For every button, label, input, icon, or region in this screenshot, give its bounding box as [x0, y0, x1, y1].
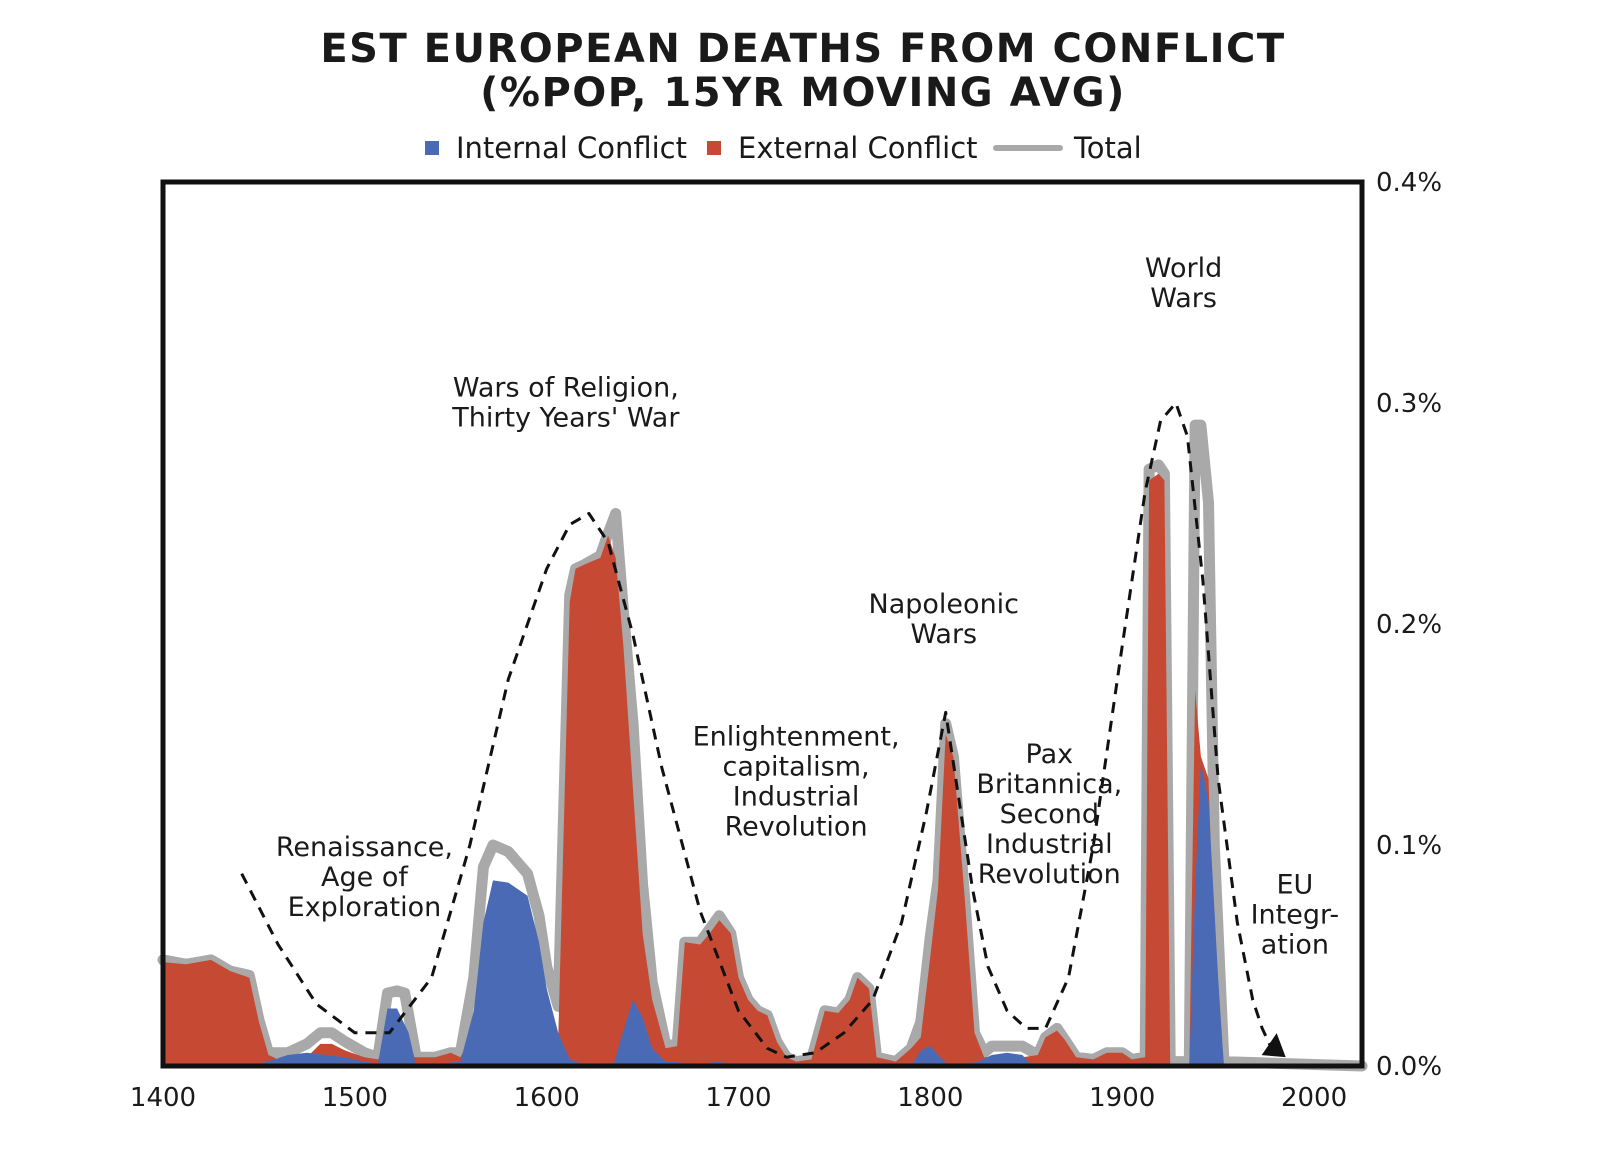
y-tick-label-0: 0.0%	[1376, 1052, 1442, 1082]
annotation-7-line-1: EU	[1276, 870, 1313, 901]
annotation-4-line-1: Napoleonic	[869, 589, 1020, 620]
x-tick-label-1500: 1500	[322, 1083, 388, 1113]
annotation-3-line-1: Enlightenment,	[693, 722, 900, 753]
annotation-5-line-4: Industrial	[986, 829, 1113, 860]
chart-legend: Internal Conflict External Conflict Total	[425, 131, 1142, 165]
x-tick-label-2000: 2000	[1281, 1083, 1347, 1113]
annotation-5-line-5: Revolution	[978, 859, 1121, 890]
y-tick-label-4: 0.4%	[1376, 168, 1442, 198]
annotation-1-line-1: Renaissance,	[276, 832, 453, 863]
annotation-1-line-3: Exploration	[288, 892, 442, 923]
annotation-3: Enlightenment,capitalism,IndustrialRevol…	[693, 722, 900, 843]
annotation-2-line-2: Thirty Years' War	[451, 402, 680, 433]
x-tick-label-1700: 1700	[705, 1083, 771, 1113]
y-tick-label-2: 0.2%	[1376, 610, 1442, 640]
annotation-7-line-3: ation	[1261, 930, 1329, 961]
x-tick-label-1400: 1400	[130, 1083, 196, 1113]
chart-title-line-1: EST EUROPEAN DEATHS FROM CONFLICT	[320, 26, 1285, 72]
annotation-4-line-2: Wars	[910, 619, 977, 650]
plot-area	[157, 401, 1368, 1072]
annotation-5-line-1: Pax	[1026, 739, 1074, 770]
x-tick-label-1900: 1900	[1089, 1083, 1155, 1113]
annotation-5-line-2: Britannica,	[976, 769, 1122, 800]
annotation-1-line-2: Age of	[321, 862, 409, 893]
plot-frame	[160, 179, 1365, 1069]
legend-marker-external-conflict	[707, 141, 721, 155]
y-tick-label-1: 0.1%	[1376, 831, 1442, 861]
annotation-6-line-1: World	[1145, 253, 1222, 284]
legend-label-total: Total	[1073, 131, 1142, 165]
annotation-5-line-3: Second	[1000, 799, 1099, 830]
annotation-3-line-3: Industrial	[733, 782, 860, 813]
annotation-3-line-2: capitalism,	[723, 752, 870, 783]
annotation-6-line-2: Wars	[1150, 283, 1217, 314]
trend-arrow-head	[1261, 1033, 1286, 1058]
annotation-2-line-1: Wars of Religion,	[453, 372, 679, 403]
chart-title-line-2: (%POP, 15YR MOVING AVG)	[480, 70, 1126, 116]
legend-label-internal-conflict: Internal Conflict	[456, 131, 687, 165]
chart-title: EST EUROPEAN DEATHS FROM CONFLICT(%POP, …	[320, 26, 1285, 116]
trend-curve-dashed	[240, 401, 1278, 1059]
legend-label-external-conflict: External Conflict	[738, 131, 978, 165]
annotation-3-line-4: Revolution	[725, 812, 868, 843]
annotation-2: Wars of Religion,Thirty Years' War	[451, 372, 680, 433]
annotation-7-line-2: Integr-	[1251, 900, 1340, 931]
axes: 1400 1500 1600 1700 1800 1900 2000 0.0% 0.1% 0.2%…	[130, 168, 1442, 1113]
x-tick-label-1600: 1600	[514, 1083, 580, 1113]
x-tick-label-1800: 1800	[897, 1083, 963, 1113]
y-tick-label-3: 0.3%	[1376, 389, 1442, 419]
legend-marker-internal-conflict	[425, 141, 439, 155]
